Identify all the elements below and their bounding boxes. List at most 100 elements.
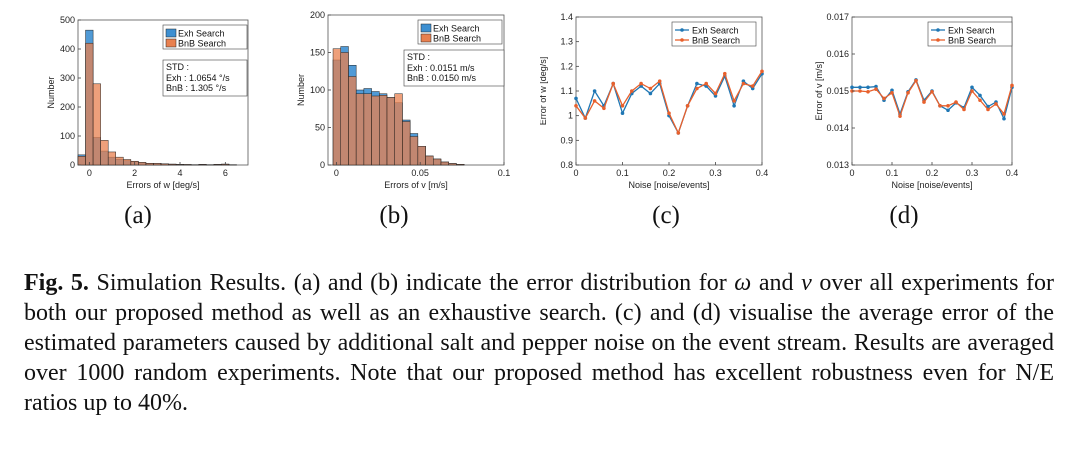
point-bnb-search [962, 107, 966, 112]
legend-marker [680, 28, 684, 32]
x-tick-label: 0.05 [411, 168, 429, 178]
x-tick-label: 0 [573, 168, 578, 178]
x-axis-label: Errors of w [deg/s] [126, 180, 199, 190]
panel-label-b: (b) [379, 202, 409, 229]
y-tick-label: 1 [568, 111, 573, 121]
bar-bnb-search [123, 159, 132, 166]
y-tick-label: 0.8 [560, 160, 573, 170]
line-v-noise: 0 0.1 0.2 0.3 0.4 0.013 0.014 0.015 0.016 0.017 No… [814, 12, 1018, 190]
legend-swatch [165, 38, 177, 48]
y-tick-label: 0.017 [826, 12, 849, 22]
line-w-noise: 0 0.1 0.2 0.3 0.4 0.8 0.9 1 1.1 1.2 1.3 1.4 Noise [n… [540, 12, 768, 190]
bar-bnb-search [85, 42, 94, 166]
y-tick-label: 100 [60, 131, 75, 141]
point-exh-search [1002, 116, 1006, 121]
y-axis-label: Error of v [m/s] [814, 61, 824, 120]
y-tick-label: 200 [310, 10, 325, 20]
bar-bnb-search [371, 95, 380, 166]
caption-v: v [801, 270, 812, 296]
y-tick-label: 1.3 [560, 37, 573, 47]
bar-bnb-search [168, 163, 177, 166]
point-exh-search [620, 111, 625, 115]
x-tick-label: 0.1 [498, 168, 511, 178]
point-exh-search [858, 85, 862, 90]
point-bnb-search [760, 69, 764, 74]
bar-bnb-search [433, 158, 442, 166]
point-exh-search [986, 104, 990, 109]
point-bnb-search [890, 91, 894, 95]
y-tick-label: 500 [60, 15, 75, 25]
bar-bnb-search [92, 83, 101, 166]
y-tick-label: 0 [320, 160, 325, 170]
legend-marker [936, 28, 940, 32]
point-exh-search [850, 85, 854, 90]
point-bnb-search [732, 99, 736, 103]
x-tick-label: 0.2 [663, 168, 676, 178]
bar-bnb-search [456, 164, 465, 166]
y-tick-label: 0.016 [826, 49, 849, 59]
bar-bnb-search [379, 95, 388, 166]
bar-bnb-search [77, 156, 86, 166]
x-tick-label: 0.3 [966, 168, 979, 178]
legend [417, 19, 503, 45]
point-bnb-search [611, 81, 615, 86]
x-tick-label: 0 [87, 168, 92, 178]
x-tick-label: 0.1 [616, 168, 629, 178]
point-bnb-search [954, 100, 958, 104]
histogram-v-errors: 0 0.05 0.1 0 50 100 150 200 Errors of v [m/s] Num… [296, 10, 511, 190]
panel-label-a: (a) [124, 202, 152, 229]
legend-swatch [420, 23, 432, 33]
point-bnb-search [574, 104, 578, 108]
bar-bnb-search [409, 136, 419, 166]
bar-bnb-search [440, 161, 449, 166]
point-bnb-search [583, 116, 588, 120]
x-tick-label: 6 [223, 168, 228, 178]
std-value: BnB : 1.305 °/s [166, 83, 227, 93]
std-value: Exh : 0.0151 m/s [407, 63, 475, 73]
x-tick-label: 0 [334, 168, 339, 178]
caption-figure-number: Fig. 5. [24, 270, 89, 296]
legend-label: BnB Search [692, 36, 740, 46]
bar-bnb-search [107, 151, 116, 166]
point-bnb-search [914, 78, 918, 83]
histogram-w-errors: 0 2 4 6 0 100 200 300 400 500 Errors of w [deg/s] N… [46, 15, 249, 190]
point-bnb-search [713, 91, 718, 96]
y-axis-label: Number [296, 74, 306, 106]
bar-bnb-search [115, 156, 124, 166]
point-bnb-search [639, 81, 643, 86]
legend-label: Exh Search [178, 29, 225, 39]
point-bnb-search [922, 100, 926, 104]
point-exh-search [648, 91, 653, 96]
y-tick-label: 1.2 [560, 61, 573, 71]
point-bnb-search [882, 96, 886, 101]
point-bnb-search [938, 104, 942, 108]
legend-swatch [165, 28, 177, 38]
legend-label: BnB Search [433, 34, 481, 44]
point-bnb-search [906, 91, 910, 95]
y-axis-label: Number [46, 76, 56, 108]
point-exh-search [874, 84, 878, 89]
legend [671, 21, 757, 47]
point-bnb-search [970, 89, 974, 93]
std-value: BnB : 0.0150 m/s [407, 73, 477, 83]
caption-text-2: and [751, 270, 802, 296]
bar-bnb-search [363, 93, 372, 166]
y-tick-label: 0.015 [826, 86, 849, 96]
legend [927, 21, 1013, 47]
bar-bnb-search [386, 97, 395, 166]
legend-marker [936, 38, 940, 42]
point-exh-search [732, 104, 736, 108]
point-bnb-search [685, 104, 690, 108]
legend [162, 24, 248, 50]
bar-bnb-search [355, 93, 365, 166]
point-bnb-search [978, 98, 982, 103]
point-bnb-search [994, 102, 998, 106]
std-annotation [162, 59, 248, 97]
bar-bnb-search [183, 164, 192, 166]
caption-omega: ω [734, 270, 752, 296]
y-tick-label: 300 [60, 73, 75, 83]
point-bnb-search [750, 84, 755, 88]
point-bnb-search [602, 106, 606, 111]
point-bnb-search [723, 71, 727, 76]
point-bnb-search [741, 81, 746, 86]
